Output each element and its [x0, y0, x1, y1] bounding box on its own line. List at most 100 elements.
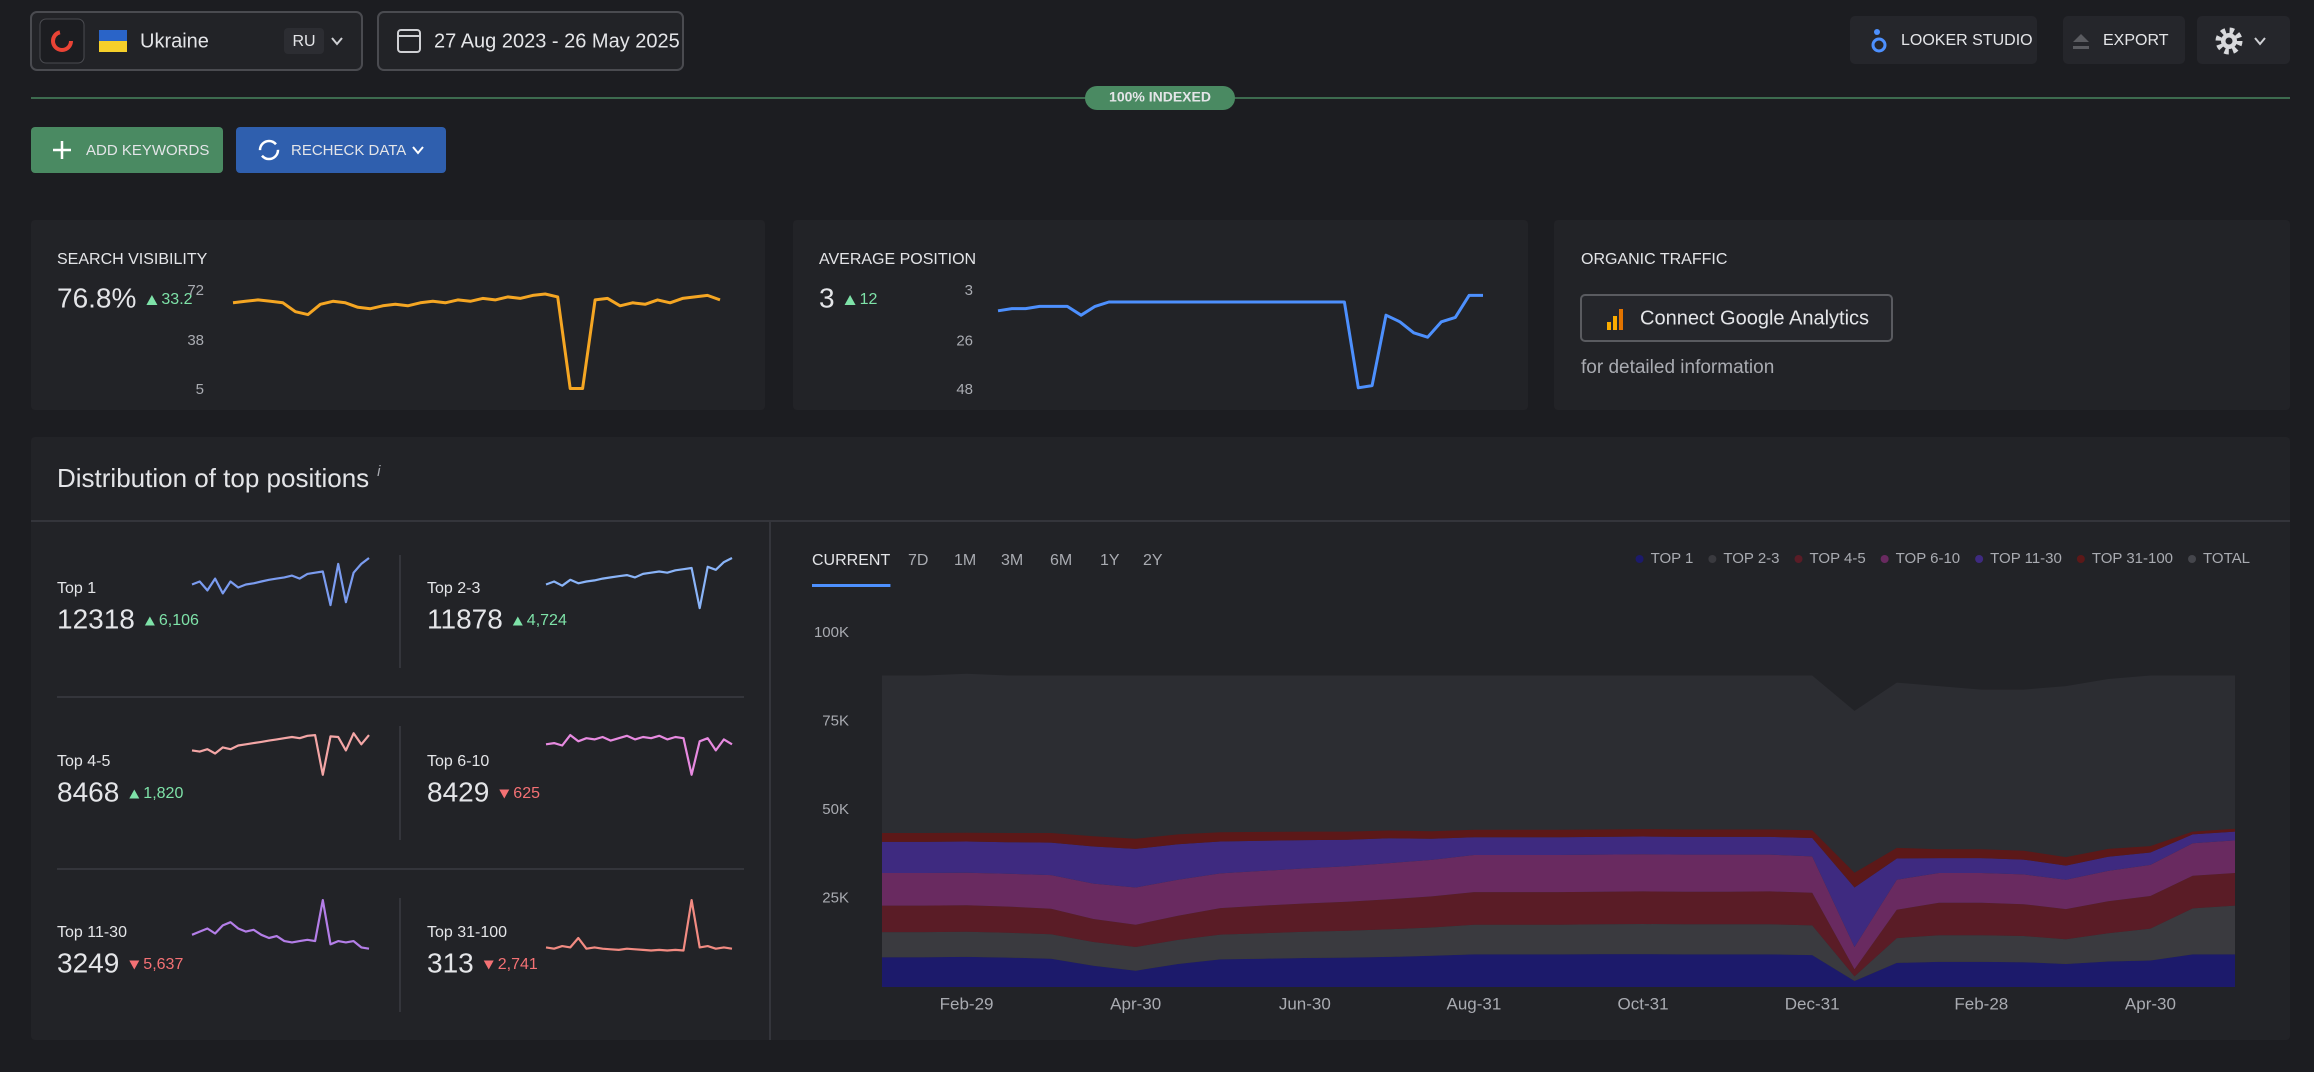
sparkline [232, 292, 721, 390]
ga-icon [1613, 316, 1617, 330]
item-label: Top 1 [57, 580, 96, 597]
sparkline [545, 557, 733, 610]
item-label: Top 31-100 [427, 924, 507, 941]
looker-icon-dot [1874, 29, 1880, 35]
trend-icon [129, 960, 140, 970]
legend-label[interactable]: TOP 6-10 [1896, 550, 1960, 567]
plus-icon [53, 141, 71, 159]
export-button[interactable]: EXPORT [2063, 16, 2185, 64]
google-logo [51, 30, 73, 52]
recheck-button[interactable]: RECHECK DATA [236, 127, 446, 173]
flag-top [99, 30, 127, 41]
engine-country-select[interactable]: Ukraine RU [30, 11, 363, 71]
sparkline [997, 293, 1483, 390]
legend-label[interactable]: TOP 31-100 [2092, 550, 2173, 567]
card-note: for detailed information [1581, 357, 1774, 378]
button-bg[interactable] [236, 127, 446, 173]
card-value: 76.8% [57, 282, 136, 313]
legend-dot [1708, 555, 1717, 563]
x-tick-label: Aug-31 [1447, 994, 1502, 1013]
legend-dot [1975, 555, 1984, 563]
trend-icon [144, 616, 155, 626]
tab[interactable]: CURRENT [812, 552, 890, 569]
x-tick-label: Feb-28 [1954, 994, 2008, 1013]
area [882, 905, 2235, 981]
item-label: Top 11-30 [57, 924, 127, 941]
tab[interactable]: 7D [908, 552, 928, 569]
item-change: 2,741 [498, 956, 538, 973]
button-bg[interactable] [2197, 16, 2290, 64]
area [882, 831, 2235, 947]
item-change: 625 [513, 785, 540, 802]
x-tick-label: Apr-30 [2125, 994, 2176, 1013]
gear-hole [2225, 37, 2233, 45]
item-value: 313 [427, 947, 474, 978]
date-box[interactable] [377, 11, 684, 71]
x-tick-label: Feb-29 [940, 994, 994, 1013]
date-range: 27 Aug 2023 - 26 May 2025 [434, 30, 680, 52]
tab[interactable]: 1M [954, 552, 976, 569]
x-tick-label: Jun-30 [1279, 994, 1331, 1013]
card-title: ORGANIC TRAFFIC [1581, 251, 1727, 268]
chevron [2254, 37, 2266, 46]
item-change: 5,637 [143, 956, 183, 973]
x-tick-label: Apr-30 [1110, 994, 1161, 1013]
date-range-picker[interactable]: 27 Aug 2023 - 26 May 2025 [377, 11, 684, 71]
legend-label[interactable]: TOP 11-30 [1990, 550, 2062, 567]
legend-label[interactable]: TOP 1 [1651, 550, 1694, 567]
legend-dot [1794, 555, 1803, 563]
looker-button[interactable]: LOOKER STUDIO [1850, 16, 2037, 64]
export-icon [2073, 34, 2089, 42]
x-tick-label: Dec-31 [1785, 994, 1840, 1013]
area [882, 840, 2235, 970]
card [31, 220, 765, 410]
card [793, 220, 1528, 410]
trend-icon [146, 295, 158, 305]
settings-button[interactable] [2197, 16, 2290, 64]
tab[interactable]: 6M [1050, 552, 1072, 569]
area [882, 873, 2235, 977]
flag-bottom [99, 41, 127, 52]
legend-label[interactable]: TOP 2-3 [1723, 550, 1779, 567]
item-change: 1,820 [143, 785, 183, 802]
y-tick-label: 48 [956, 381, 973, 398]
connect-analytics-button[interactable]: Connect Google Analytics [1580, 294, 1893, 342]
connect-label: Connect Google Analytics [1640, 307, 1869, 329]
area [882, 954, 2235, 987]
panel-title: Distribution of top positions [57, 463, 369, 493]
add-keywords-button[interactable]: ADD KEYWORDS [31, 127, 223, 173]
trend-icon [499, 789, 510, 799]
export-icon-base [2073, 46, 2089, 49]
y-tick-label: 100K [814, 624, 849, 641]
button-bg[interactable] [31, 127, 223, 173]
legend-label[interactable]: TOP 4-5 [1810, 550, 1866, 567]
button-bg[interactable] [1850, 16, 2037, 64]
country: Ukraine [140, 30, 209, 52]
language-badge [284, 28, 324, 54]
ga-icon [1619, 309, 1623, 330]
calendar-icon [397, 29, 421, 53]
button-bg[interactable] [1580, 294, 1893, 342]
trend-icon [512, 616, 523, 626]
looker-label: LOOKER STUDIO [1901, 32, 2033, 49]
tab[interactable]: 3M [1001, 552, 1023, 569]
tab[interactable]: 2Y [1143, 552, 1163, 569]
item-value: 8429 [427, 776, 489, 807]
engine-icon [39, 18, 85, 64]
x-tick-label: Oct-31 [1618, 994, 1669, 1013]
card-change: 12 [860, 291, 878, 308]
legend-label[interactable]: TOTAL [2203, 550, 2250, 567]
info-icon[interactable]: i [377, 463, 381, 480]
index-status: 100% INDEXED [1109, 89, 1211, 105]
add-label: ADD KEYWORDS [86, 142, 209, 159]
select-box[interactable] [30, 11, 363, 71]
export-label: EXPORT [2103, 32, 2169, 49]
sparkline [191, 732, 370, 776]
card-value: 3 [819, 282, 835, 313]
legend-dot [2188, 555, 2197, 563]
tab[interactable]: 1Y [1100, 552, 1120, 569]
card-change: 33.2 [161, 291, 192, 308]
button-bg[interactable] [2063, 16, 2185, 64]
